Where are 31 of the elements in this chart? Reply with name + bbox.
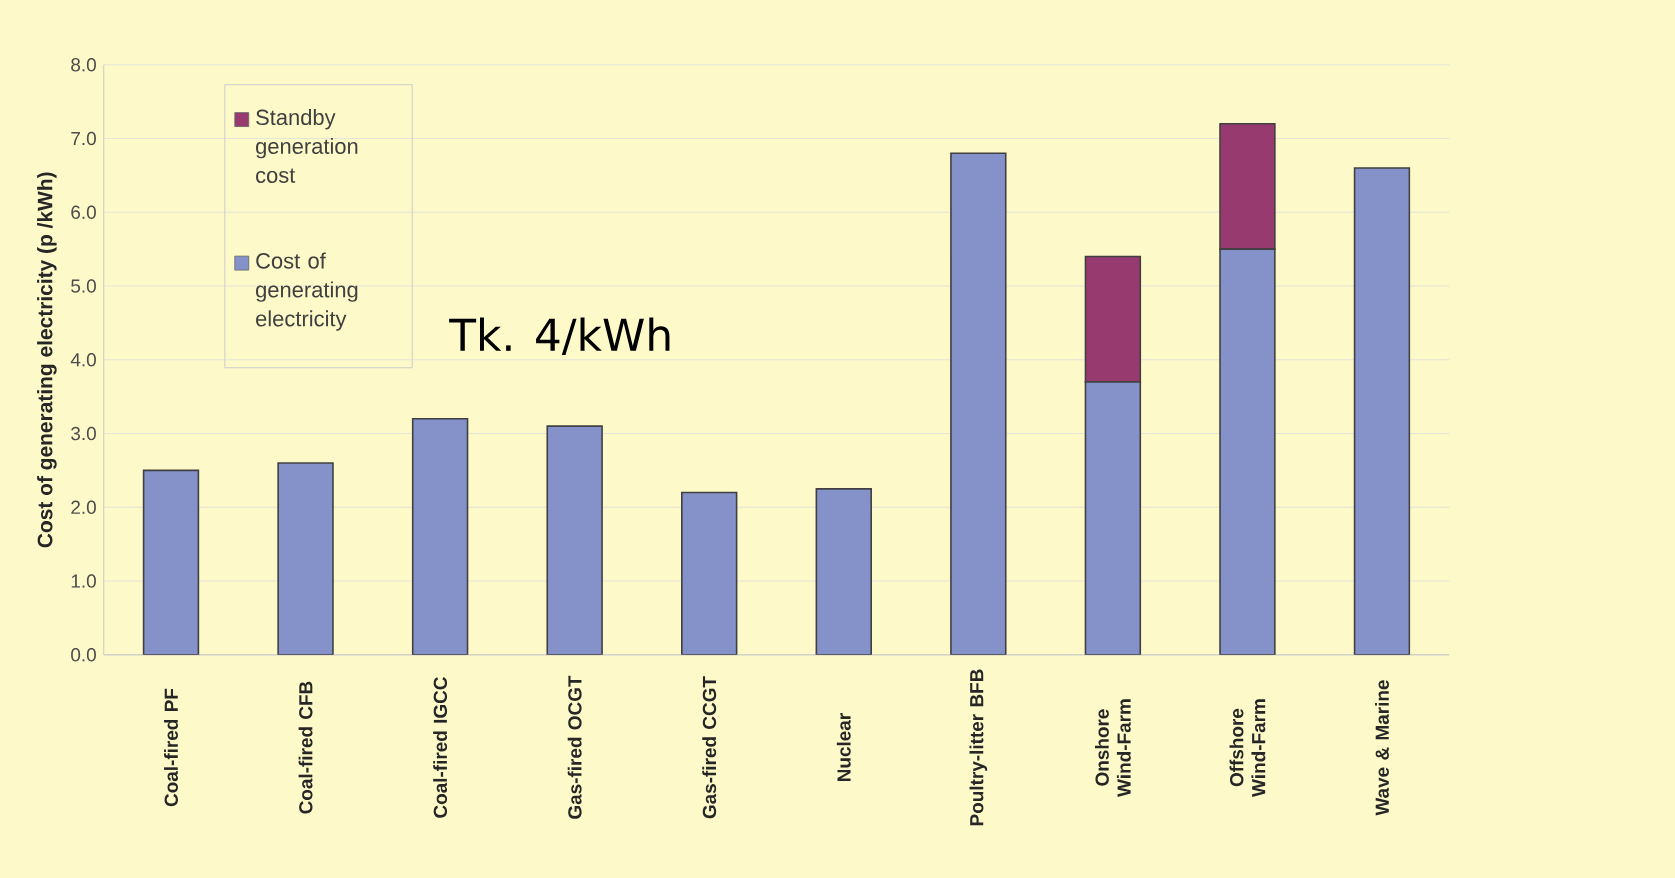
bar <box>681 491 738 655</box>
x-tick-label: Poultry-litter BFB <box>969 669 988 826</box>
x-tick-label: Onshore Wind-Farm <box>1094 699 1131 797</box>
x-tick-label: Coal-fired CFB <box>298 681 313 814</box>
y-tick-label: 1.0 <box>71 574 96 588</box>
y-tick-label: 5.0 <box>71 279 96 293</box>
y-tick-label: 3.0 <box>71 426 96 441</box>
y-tick-label: 0.0 <box>71 648 96 662</box>
bar <box>1353 167 1411 655</box>
y-tick-label: 4.0 <box>70 353 96 367</box>
y-tick-label: 6.0 <box>71 205 96 219</box>
annotation: Tk. 4/kWh <box>449 317 670 355</box>
bar <box>277 462 334 655</box>
y-axis-title: Cost of generating electricity (p /kWh) <box>37 172 57 548</box>
bar <box>142 469 200 655</box>
x-tick-label: Nuclear <box>836 713 851 781</box>
x-tick-label: Coal-fired PF <box>164 688 178 807</box>
legend-label: Cost of generating electricity <box>256 252 358 331</box>
y-tick-label: 7.0 <box>71 131 96 146</box>
x-tick-label: Gas-fired CCGT <box>702 676 717 819</box>
x-tick-label: Coal-fired IGCC <box>433 677 448 818</box>
legend-label: Standby generation cost <box>256 108 358 183</box>
x-tick-label: Offshore Wind-Farm <box>1229 699 1266 797</box>
x-tick-label: Wave & Marine <box>1375 680 1389 816</box>
y-tick-label: 2.0 <box>71 500 96 514</box>
y-tick-label: 8.0 <box>71 58 96 72</box>
bar <box>546 425 603 655</box>
x-tick-label: Gas-fired OCGT <box>567 675 582 819</box>
bar <box>950 152 1007 655</box>
bar <box>815 488 872 655</box>
bar <box>411 417 469 655</box>
